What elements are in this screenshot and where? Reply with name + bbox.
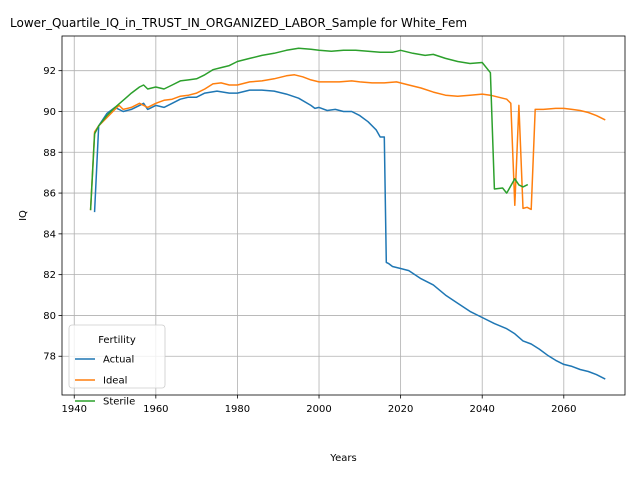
y-tick-label: 78 — [43, 352, 56, 363]
y-tick-label: 80 — [43, 311, 56, 322]
y-tick-label: 90 — [43, 107, 56, 118]
chart-title: Lower_Quartile_IQ_in_TRUST_IN_ORGANIZED_… — [10, 16, 467, 30]
y-tick-label: 84 — [43, 229, 56, 240]
legend-label-ideal: Ideal — [103, 376, 127, 387]
x-tick-label: 1940 — [62, 404, 87, 415]
x-tick-label: 1980 — [225, 404, 250, 415]
legend-title: Fertility — [98, 335, 136, 346]
y-tick-label: 82 — [43, 270, 56, 281]
x-axis-label: Years — [329, 453, 356, 464]
x-tick-label: 1960 — [143, 404, 168, 415]
legend-label-sterile: Sterile — [103, 397, 135, 408]
x-tick-label: 2040 — [469, 404, 494, 415]
y-tick-label: 86 — [43, 189, 56, 200]
x-tick-label: 2020 — [388, 404, 413, 415]
legend-label-actual: Actual — [103, 355, 134, 366]
y-tick-label: 92 — [43, 66, 56, 77]
x-tick-label: 2060 — [551, 404, 576, 415]
x-tick-label: 2000 — [306, 404, 331, 415]
y-tick-label: 88 — [43, 148, 56, 159]
y-axis-label: IQ — [18, 210, 29, 221]
